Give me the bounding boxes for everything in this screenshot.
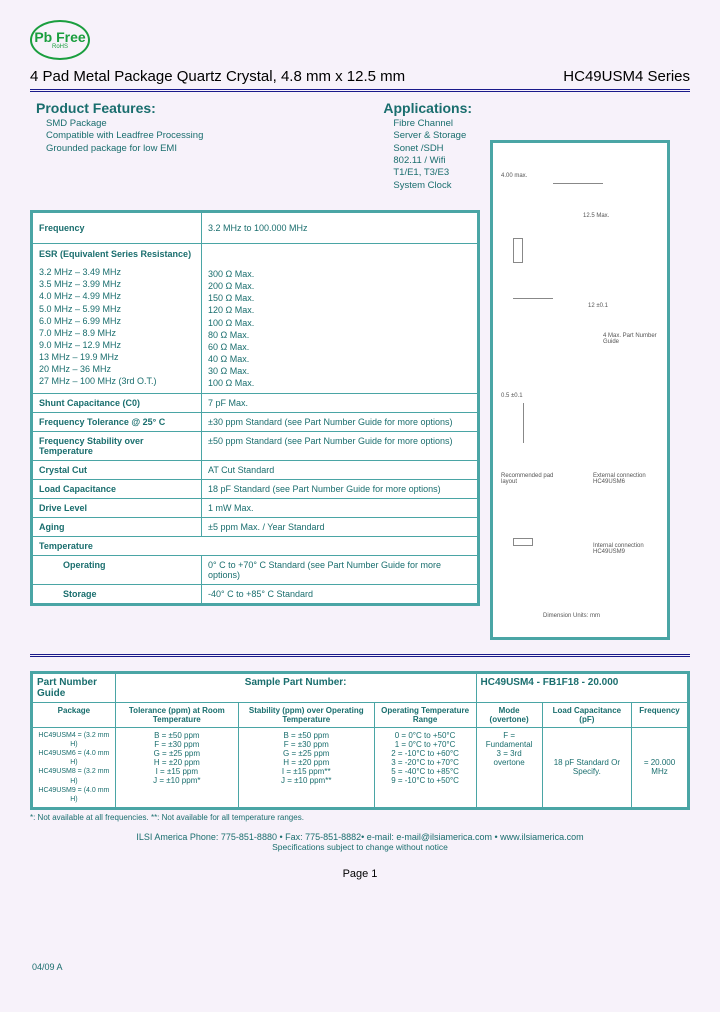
spec-table: Frequency 3.2 MHz to 100.000 MHz ESR (Eq… — [30, 210, 480, 606]
diagram-label: Recommended pad layout — [501, 473, 561, 485]
diagram-label: 12 ±0.1 — [588, 303, 608, 309]
png-freq: = 20.000 MHz — [632, 728, 689, 809]
pb-free-badge: Pb Free RoHS — [30, 20, 90, 60]
diagram-label: External connection HC49USM6 — [593, 473, 663, 485]
png-sample-value: HC49USM4 - FB1F18 - 20.000 — [476, 673, 688, 703]
page-number: Page 1 — [30, 868, 690, 880]
spec-label: Operating — [32, 556, 202, 585]
part-number-table: Part Number Guide Sample Part Number: HC… — [30, 671, 690, 810]
spec-label: Drive Level — [32, 499, 202, 518]
spec-value: 1 mW Max. — [202, 499, 479, 518]
spec-label: Frequency Tolerance @ 25° C — [32, 413, 202, 432]
spec-label: Frequency Stability over Temperature — [32, 432, 202, 461]
spec-value: 18 pF Standard (see Part Number Guide fo… — [202, 480, 479, 499]
badge-line1: Pb Free — [34, 30, 85, 44]
png-header: Tolerance (ppm) at Room Temperature — [115, 703, 238, 728]
header: 4 Pad Metal Package Quartz Crystal, 4.8 … — [30, 68, 690, 92]
footnote: *: Not available at all frequencies. **:… — [30, 813, 690, 822]
feature-item: Compatible with Leadfree Processing — [36, 130, 203, 142]
png-tolerance: B = ±50 ppmF = ±30 ppmG = ±25 ppmH = ±20… — [115, 728, 238, 809]
spec-label: Crystal Cut — [32, 461, 202, 480]
spec-value: 3.2 MHz to 100.000 MHz — [202, 212, 479, 244]
png-header: Mode (overtone) — [476, 703, 542, 728]
diagram-label: 4 Max. Part Number Guide — [603, 333, 663, 345]
spec-label: Temperature — [32, 537, 479, 556]
png-stability: B = ±50 ppmF = ±30 ppmG = ±25 ppmH = ±20… — [238, 728, 374, 809]
dimension-diagram: 4.00 max. 12.5 Max. 12 ±0.1 4 Max. Part … — [490, 140, 670, 640]
png-header: Operating Temperature Range — [374, 703, 476, 728]
png-mode: F = Fundamental3 = 3rd overtone — [476, 728, 542, 809]
spec-label: Shunt Capacitance (C0) — [32, 394, 202, 413]
application-item: Sonet /SDH — [383, 143, 472, 155]
page-title: 4 Pad Metal Package Quartz Crystal, 4.8 … — [30, 68, 405, 85]
feature-item: Grounded package for low EMI — [36, 143, 203, 155]
spec-label: Load Capacitance — [32, 480, 202, 499]
spec-label: Frequency — [32, 212, 202, 244]
spec-label: ESR (Equivalent Series Resistance) 3.2 M… — [32, 244, 202, 394]
spec-value: -40° C to +85° C Standard — [202, 585, 479, 605]
series-label: HC49USM4 Series — [563, 68, 690, 85]
png-sample-label: Sample Part Number: — [115, 673, 476, 703]
application-item: Fibre Channel — [383, 118, 472, 130]
applications-heading: Applications: — [383, 100, 472, 116]
spec-value: AT Cut Standard — [202, 461, 479, 480]
footer: ILSI America Phone: 775-851-8880 • Fax: … — [30, 832, 690, 852]
png-load: 18 pF Standard Or Specify. — [542, 728, 631, 809]
spec-value: ±5 ppm Max. / Year Standard — [202, 518, 479, 537]
diagram-label: Internal connection HC49USM9 — [593, 543, 663, 555]
png-packages: HC49USM4 = (3.2 mm H)HC49USM6 = (4.0 mm … — [32, 728, 116, 809]
spec-value: ±50 ppm Standard (see Part Number Guide … — [202, 432, 479, 461]
features-heading: Product Features: — [36, 100, 203, 116]
footer-line2: Specifications subject to change without… — [30, 842, 690, 852]
diagram-label: 12.5 Max. — [583, 213, 609, 219]
application-item: 802.11 / Wifi — [383, 155, 472, 167]
application-item: System Clock — [383, 180, 472, 192]
application-item: T1/E1, T3/E3 — [383, 167, 472, 179]
png-title: Part Number Guide — [32, 673, 116, 703]
spec-label: Aging — [32, 518, 202, 537]
diagram-label: Dimension Units: mm — [543, 613, 600, 619]
feature-item: SMD Package — [36, 118, 203, 130]
revision: 04/09 A — [32, 962, 63, 972]
spec-value: ±30 ppm Standard (see Part Number Guide … — [202, 413, 479, 432]
png-temp: 0 = 0°C to +50°C1 = 0°C to +70°C2 = -10°… — [374, 728, 476, 809]
spec-value: 300 Ω Max.200 Ω Max.150 Ω Max.120 Ω Max.… — [202, 244, 479, 394]
spec-value: 7 pF Max. — [202, 394, 479, 413]
spec-value: 0° C to +70° C Standard (see Part Number… — [202, 556, 479, 585]
diagram-label: 0.5 ±0.1 — [501, 393, 523, 399]
application-item: Server & Storage — [383, 130, 472, 142]
png-header: Frequency — [632, 703, 689, 728]
divider — [30, 654, 690, 657]
png-header: Package — [32, 703, 116, 728]
png-header: Load Capacitance (pF) — [542, 703, 631, 728]
footer-line1: ILSI America Phone: 775-851-8880 • Fax: … — [30, 832, 690, 842]
diagram-label: 4.00 max. — [501, 173, 527, 179]
spec-label: Storage — [32, 585, 202, 605]
badge-line2: RoHS — [52, 44, 68, 50]
png-header: Stability (ppm) over Operating Temperatu… — [238, 703, 374, 728]
